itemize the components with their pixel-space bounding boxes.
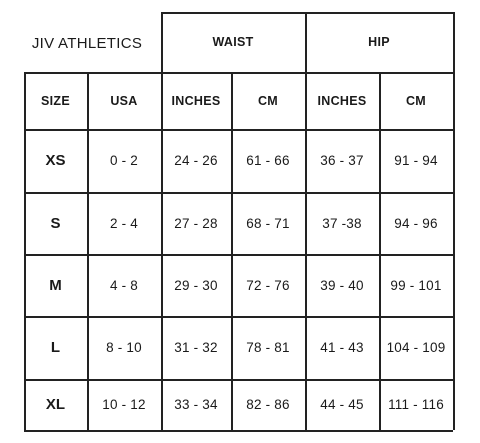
column-header: INCHES: [317, 93, 367, 108]
group-header-hip: HIP: [368, 35, 390, 49]
grid-line: [161, 12, 453, 14]
table-cell: 8 - 10: [106, 340, 142, 355]
grid-line: [453, 12, 455, 430]
table-cell: 82 - 86: [246, 397, 290, 412]
table-cell: 39 - 40: [320, 277, 364, 293]
table-cell: 72 - 76: [246, 277, 290, 293]
grid-line: [24, 72, 26, 430]
grid-line: [24, 430, 453, 432]
table-cell: 99 - 101: [390, 277, 442, 293]
grid-line: [24, 72, 453, 74]
table-cell: 94 - 96: [394, 215, 438, 231]
table-cell: 91 - 94: [394, 153, 438, 168]
grid-line: [161, 12, 163, 430]
table-cell: 68 - 71: [246, 215, 290, 231]
table-cell: 78 - 81: [246, 340, 290, 355]
table-cell: 24 - 26: [174, 153, 218, 168]
grid-line: [24, 316, 453, 318]
grid-line: [231, 72, 233, 430]
table-cell: 111 - 116: [388, 397, 444, 412]
grid-line: [24, 254, 453, 256]
size-label: XS: [45, 152, 66, 169]
table-cell: 36 - 37: [320, 153, 364, 168]
table-cell: 44 - 45: [320, 397, 364, 412]
grid-line: [24, 192, 453, 194]
column-header: CM: [405, 93, 427, 108]
column-header: INCHES: [171, 93, 221, 108]
table-cell: 10 - 12: [102, 397, 146, 412]
grid-line: [24, 379, 453, 381]
column-header: CM: [257, 93, 279, 108]
grid-line: [87, 72, 89, 430]
size-label: L: [50, 339, 61, 356]
table-cell: 0 - 2: [109, 153, 138, 168]
group-header-waist: WAIST: [212, 35, 254, 49]
table-cell: 27 - 28: [174, 215, 218, 231]
size-label: S: [50, 214, 61, 232]
table-cell: 104 - 109: [386, 340, 446, 355]
size-label: M: [49, 276, 62, 294]
table-cell: 41 - 43: [320, 340, 364, 355]
column-header: SIZE: [41, 93, 70, 108]
table-cell: 31 - 32: [174, 340, 218, 355]
size-chart-table: WAIST HIP SIZE USA INCHES CM INCHES CM XS 0 - 2 24…: [24, 12, 479, 432]
grid-line: [379, 72, 381, 430]
table-cell: 2 - 4: [109, 215, 138, 231]
table-cell: 37 -38: [322, 215, 362, 231]
table-cell: 33 - 34: [174, 397, 218, 412]
grid-line: [305, 12, 307, 430]
table-cell: 61 - 66: [246, 153, 290, 168]
table-cell: 4 - 8: [109, 277, 138, 293]
table-cell: 29 - 30: [174, 277, 218, 293]
grid-line: [24, 129, 453, 131]
brand-title: JIV ATHLETICS: [31, 34, 143, 52]
size-label: XL: [45, 396, 66, 413]
column-header: USA: [110, 93, 138, 108]
